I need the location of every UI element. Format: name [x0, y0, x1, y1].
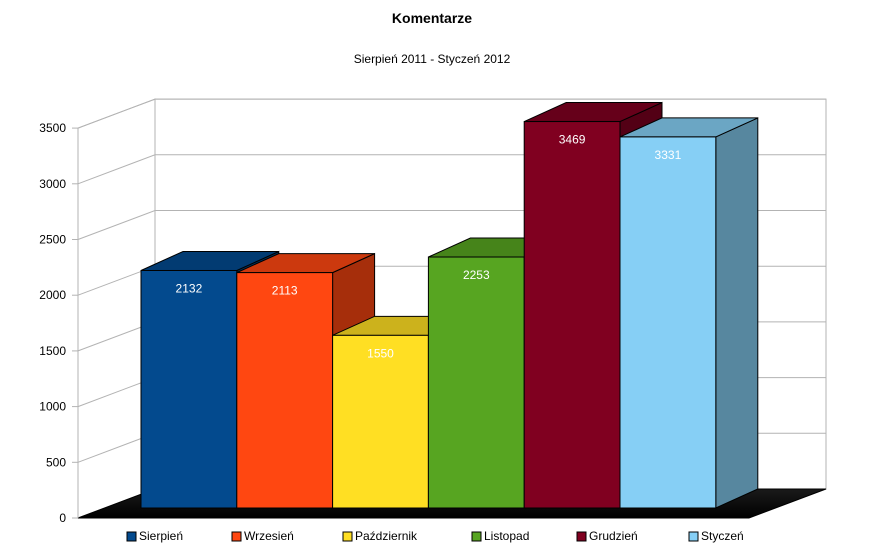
y-tick-label: 1000 — [39, 400, 66, 414]
legend-swatch — [576, 531, 587, 542]
legend: Sierpień Wrzesień Październik Listopad Grudz… — [126, 529, 744, 543]
legend-label: Listopad — [484, 529, 529, 543]
legend-swatch — [231, 531, 242, 542]
legend-swatch — [688, 531, 699, 542]
legend-label: Sierpień — [139, 529, 183, 543]
chart-title: Komentarze — [392, 10, 472, 26]
bar-value-label: 1550 — [367, 346, 394, 360]
legend-swatch — [126, 531, 137, 542]
legend-swatch — [342, 531, 353, 542]
legend-label: Styczeń — [701, 529, 744, 543]
bar — [140, 269, 238, 509]
gridline — [77, 98, 826, 129]
y-tick-label: 0 — [59, 511, 66, 525]
legend-label: Grudzień — [589, 529, 638, 543]
y-tick-label: 1500 — [39, 344, 66, 358]
y-tick-label: 3000 — [39, 177, 66, 191]
bar-value-label: 3331 — [655, 148, 682, 162]
bar — [427, 256, 525, 509]
bar — [236, 272, 334, 509]
legend-swatch — [471, 531, 482, 542]
y-tick-label: 2000 — [39, 288, 66, 302]
bar-value-label: 2113 — [272, 284, 298, 298]
bar — [619, 136, 717, 509]
legend-label: Wrzesień — [244, 529, 294, 543]
y-tick-label: 2500 — [39, 233, 66, 247]
bar-value-label: 3469 — [559, 133, 586, 147]
bar-value-label: 2132 — [176, 281, 203, 295]
bar — [523, 121, 621, 509]
bars: 2132 2113 1550 2253 3469 3331 — [140, 101, 759, 509]
bar-value-label: 2253 — [463, 268, 490, 282]
y-tick-label: 3500 — [39, 121, 66, 135]
legend-label: Październik — [355, 529, 418, 543]
y-tick-label: 500 — [46, 455, 66, 469]
chart-subtitle: Sierpień 2011 - Styczeń 2012 — [354, 52, 511, 66]
bar — [332, 334, 429, 509]
bar-side — [715, 117, 759, 509]
y-axis: 0 500 1000 1500 2000 2500 3000 3500 — [39, 121, 79, 525]
